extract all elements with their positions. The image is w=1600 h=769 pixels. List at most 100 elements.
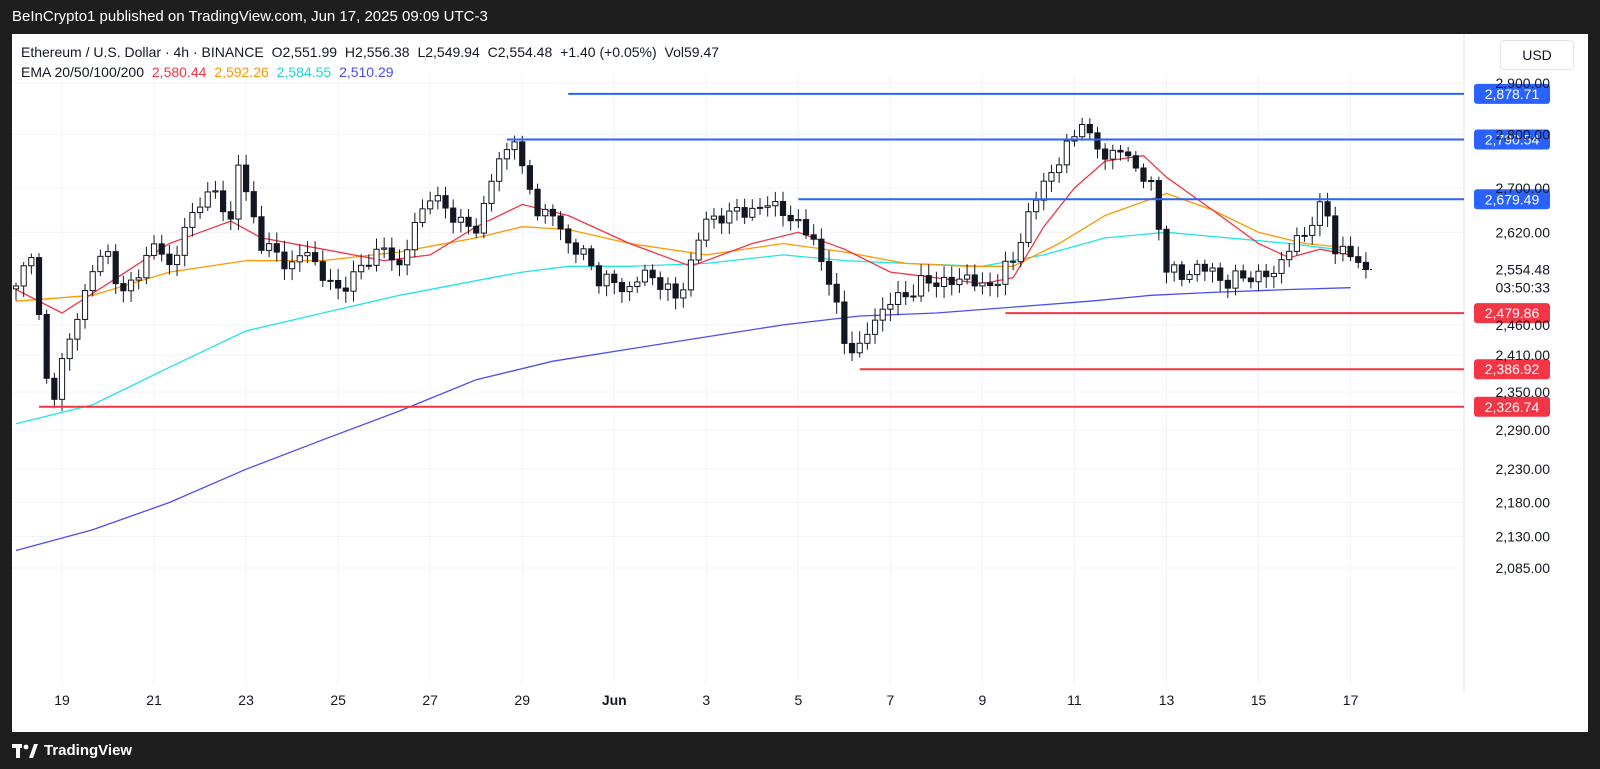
- candle-body: [442, 195, 449, 209]
- candle-body: [726, 210, 733, 224]
- candle-body: [963, 274, 971, 280]
- tradingview-logo[interactable]: TradingView: [12, 742, 132, 759]
- price-tick-label: 2,460.00: [1496, 317, 1551, 333]
- price-tick-label: 2,620.00: [1496, 224, 1551, 240]
- price-tick-label: 2,410.00: [1496, 347, 1551, 363]
- candle: [43, 309, 50, 384]
- candle: [1017, 233, 1024, 268]
- candle: [1033, 191, 1040, 220]
- candle: [519, 135, 526, 174]
- price-tick-label: 2,180.00: [1496, 495, 1551, 511]
- candle-body: [687, 259, 695, 291]
- candle-body: [450, 207, 457, 223]
- time-tick-label: 29: [514, 692, 530, 708]
- legend-symbol[interactable]: Ethereum / U.S. Dollar · 4h · BINANCE: [21, 44, 264, 60]
- chart-panel[interactable]: 2,878.71 2,790.54 2,679.49 2,479.86 2,386.92…: [12, 34, 1588, 732]
- candle: [925, 264, 932, 292]
- candle-body: [557, 215, 564, 230]
- candle: [703, 211, 710, 248]
- candle-body: [112, 251, 119, 285]
- candle-body: [427, 200, 434, 210]
- currency-selector[interactable]: USD: [1500, 40, 1574, 70]
- candle: [795, 209, 802, 228]
- candle-body: [657, 277, 664, 290]
- candle: [802, 209, 810, 239]
- candle-body: [1301, 234, 1308, 237]
- candle: [1224, 274, 1231, 299]
- time-tick-label: 17: [1343, 692, 1359, 708]
- candle: [127, 271, 135, 303]
- candle-body: [971, 274, 978, 287]
- candle-body: [396, 259, 403, 266]
- candle: [20, 262, 27, 297]
- candle-body: [1025, 211, 1032, 244]
- legend-open-value: 2,551.99: [282, 44, 338, 60]
- candles: [12, 117, 1370, 411]
- candle: [28, 253, 35, 275]
- time-tick-label: Jun: [602, 692, 627, 708]
- time-tick-label: 9: [979, 692, 987, 708]
- candle-body: [741, 207, 748, 218]
- candle-body: [388, 247, 395, 261]
- candle: [1140, 163, 1147, 189]
- candle-body: [1109, 149, 1116, 160]
- candle: [1163, 225, 1170, 284]
- candle-body: [1079, 124, 1086, 138]
- candle: [979, 272, 986, 295]
- candle-body: [902, 292, 909, 298]
- candle: [1171, 261, 1178, 282]
- candle: [557, 211, 564, 241]
- candle-body: [864, 333, 871, 344]
- candle-body: [166, 253, 173, 266]
- candle: [350, 260, 357, 302]
- candle: [657, 271, 664, 300]
- candle: [1194, 259, 1201, 282]
- candle: [963, 264, 971, 285]
- candle: [994, 274, 1001, 298]
- candle-body: [825, 260, 833, 285]
- candle: [1125, 146, 1132, 162]
- candle-body: [1240, 270, 1247, 279]
- candle-body: [871, 319, 879, 335]
- candle: [1324, 192, 1331, 228]
- candle: [526, 159, 533, 195]
- support-level-label-box: [1474, 359, 1550, 380]
- candle-body: [58, 358, 66, 400]
- candle: [150, 235, 158, 260]
- candle-body: [143, 254, 150, 279]
- candle-body: [135, 277, 142, 281]
- candle-body: [595, 265, 603, 287]
- candle-body: [917, 275, 925, 297]
- candle: [680, 282, 687, 308]
- legend-change: +1.40 (+0.05%): [560, 44, 657, 60]
- candle: [879, 297, 886, 332]
- legend-open-key: O: [271, 44, 283, 60]
- candle: [542, 204, 549, 224]
- support-level-label: 2,326.74: [1485, 399, 1540, 415]
- candle-body: [534, 188, 541, 217]
- candle: [173, 245, 181, 277]
- candle-body: [1010, 260, 1017, 263]
- last-price-box: [1474, 259, 1550, 298]
- resistance-level-label: 2,679.49: [1485, 191, 1540, 207]
- candle: [480, 195, 487, 239]
- candle-body: [181, 226, 188, 256]
- candle-body: [373, 248, 380, 266]
- candle-body: [756, 206, 764, 209]
- publisher-text: BeInCrypto1 published on TradingView.com…: [12, 8, 488, 25]
- price-chart[interactable]: 2,878.71 2,790.54 2,679.49 2,479.86 2,386.92…: [12, 34, 1588, 732]
- candle: [1286, 243, 1293, 268]
- candle: [726, 202, 733, 234]
- candle: [1293, 227, 1300, 256]
- candle-body: [127, 279, 135, 292]
- legend-high-key: H: [344, 44, 356, 60]
- time-tick-label: 21: [146, 692, 162, 708]
- candle: [1217, 262, 1224, 292]
- legend-ema-label[interactable]: EMA 20/50/100/200: [21, 64, 144, 80]
- candle-body: [948, 276, 955, 286]
- candle: [12, 282, 20, 301]
- candle: [404, 239, 411, 276]
- candle: [243, 154, 250, 201]
- candle-body: [1247, 277, 1254, 283]
- candle: [457, 208, 464, 233]
